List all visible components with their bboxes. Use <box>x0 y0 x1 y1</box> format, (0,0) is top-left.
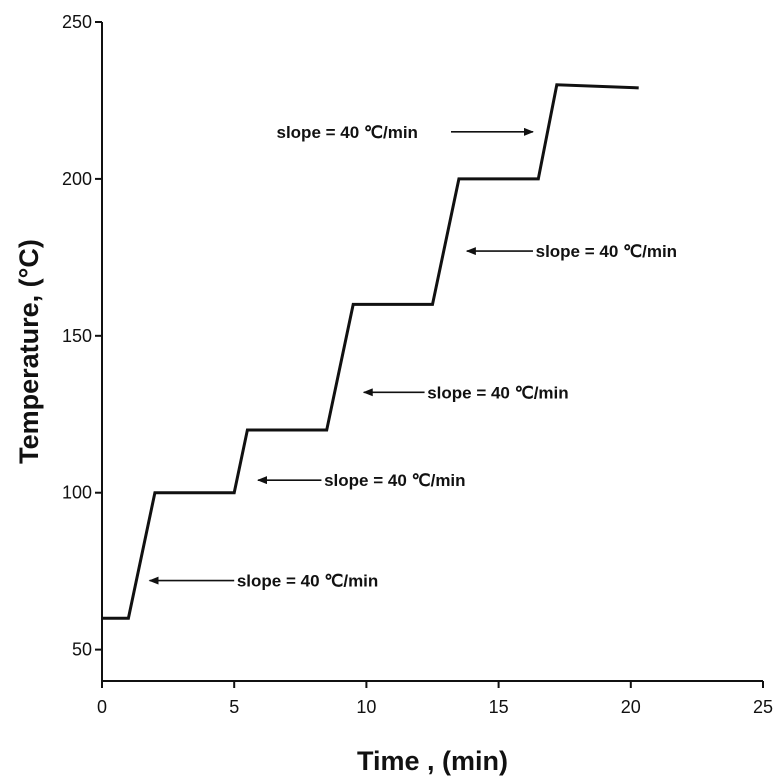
annotation-label: slope = 40 ℃/min <box>427 383 568 402</box>
y-tick-label: 100 <box>62 483 92 503</box>
axis-ticks: 0 5 10 15 20 25 50 100 150 200 250 <box>62 12 773 717</box>
annotation-label: slope = 40 ℃/min <box>277 123 418 142</box>
y-tick-label: 200 <box>62 169 92 189</box>
y-tick-label: 150 <box>62 326 92 346</box>
x-tick-label: 25 <box>753 697 773 717</box>
y-tick-label: 50 <box>72 640 92 660</box>
x-axis-title: Time , (min) <box>357 746 508 776</box>
temperature-series-line <box>102 83 639 620</box>
x-tick-label: 20 <box>621 697 641 717</box>
series-layer <box>102 83 639 620</box>
x-tick-label: 15 <box>489 697 509 717</box>
annotation-label: slope = 40 ℃/min <box>237 572 378 591</box>
plot-frame <box>101 22 763 682</box>
annotations-layer: slope = 40 ℃/min slope = 40 ℃/min slope = … <box>148 123 677 591</box>
x-tick-label: 5 <box>229 697 239 717</box>
y-axis-title: Temperature, (°C) <box>14 239 44 464</box>
annotation-label: slope = 40 ℃/min <box>536 242 677 261</box>
x-tick-label: 0 <box>97 697 107 717</box>
x-tick-label: 10 <box>356 697 376 717</box>
annotation-label: slope = 40 ℃/min <box>324 471 465 490</box>
y-tick-label: 250 <box>62 12 92 32</box>
